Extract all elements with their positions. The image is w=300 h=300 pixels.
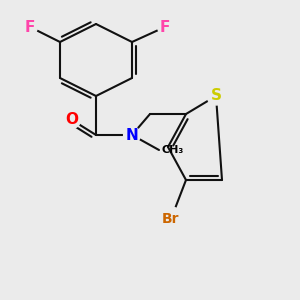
Circle shape xyxy=(207,87,225,105)
Text: N: N xyxy=(126,128,138,142)
Circle shape xyxy=(159,207,183,231)
Text: F: F xyxy=(160,20,170,34)
Circle shape xyxy=(22,20,38,34)
Circle shape xyxy=(124,127,140,143)
Text: O: O xyxy=(65,112,79,128)
Circle shape xyxy=(64,112,80,128)
Text: Br: Br xyxy=(162,212,180,226)
Circle shape xyxy=(158,20,172,34)
Text: F: F xyxy=(25,20,35,34)
Text: S: S xyxy=(211,88,221,104)
Text: CH₃: CH₃ xyxy=(162,145,184,155)
